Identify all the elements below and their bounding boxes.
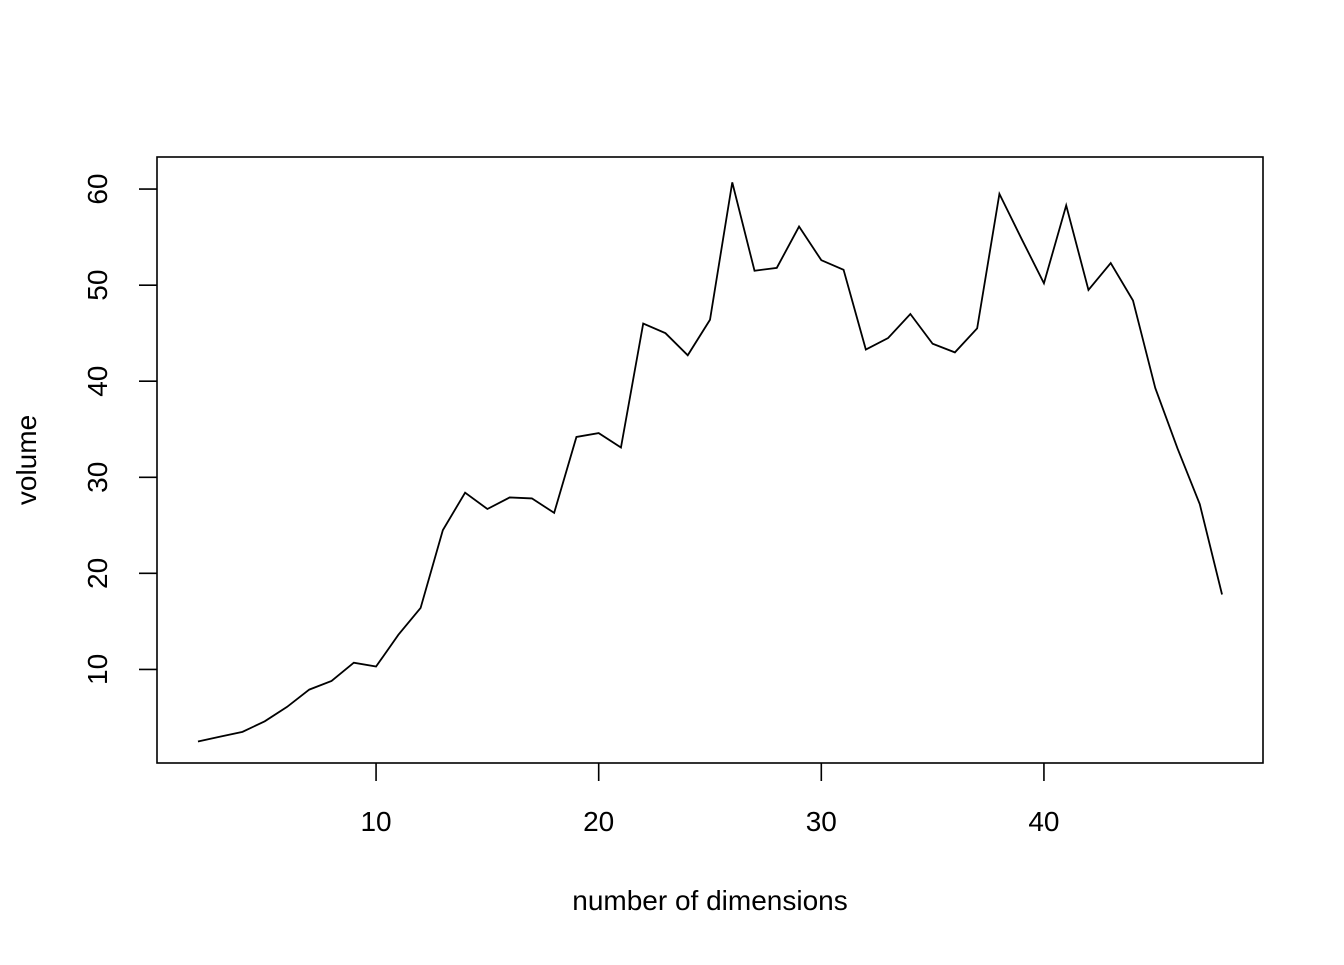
plot-frame	[156, 156, 1264, 764]
series-layer	[197, 182, 1223, 743]
y-axis: 10 20 30 40 50 60	[82, 174, 157, 685]
y-tick-label: 10	[82, 654, 113, 685]
y-tick-label: 40	[82, 366, 113, 397]
y-tick-label: 30	[82, 462, 113, 493]
x-axis: 10 20 30 40	[360, 763, 1060, 837]
y-tick-label: 50	[82, 270, 113, 301]
x-tick-label: 10	[360, 806, 391, 837]
x-tick-label: 40	[1028, 806, 1059, 837]
series-line	[197, 182, 1223, 743]
y-tick-label: 60	[82, 174, 113, 205]
y-tick-label: 20	[82, 558, 113, 589]
x-tick-label: 30	[806, 806, 837, 837]
x-axis-label: number of dimensions	[572, 885, 847, 916]
y-axis-label: volume	[11, 415, 42, 505]
x-tick-label: 20	[583, 806, 614, 837]
